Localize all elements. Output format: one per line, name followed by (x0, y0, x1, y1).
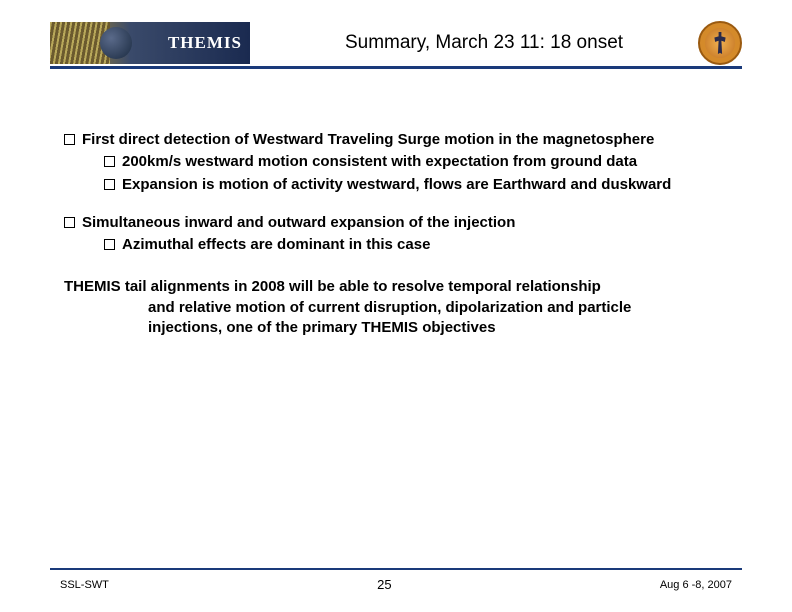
bullet-item: First direct detection of Westward Trave… (60, 130, 732, 150)
bullet-subitem: 200km/s westward motion consistent with … (60, 152, 732, 172)
footer-left: SSL-SWT (60, 579, 109, 591)
themis-logo: THEMIS (50, 22, 250, 64)
badge-inner (705, 28, 735, 58)
badge-figure-icon (713, 32, 727, 54)
para-line: and relative motion of current disruptio… (64, 298, 732, 318)
slide-header: THEMIS Summary, March 23 11: 18 onset (50, 18, 742, 68)
para-line: injections, one of the primary THEMIS ob… (64, 318, 732, 338)
bullet-item: Simultaneous inward and outward expansio… (60, 213, 732, 233)
slide-footer: SSL-SWT 25 Aug 6 -8, 2007 (60, 577, 732, 592)
footer-date: Aug 6 -8, 2007 (660, 579, 732, 591)
bullet-subitem: Azimuthal effects are dominant in this c… (60, 235, 732, 255)
slide-content: First direct detection of Westward Trave… (60, 130, 732, 338)
header-divider (50, 66, 742, 69)
bullet-group-2: Simultaneous inward and outward expansio… (60, 213, 732, 256)
logo-planet-icon (100, 27, 132, 59)
page-number: 25 (377, 577, 391, 592)
bullet-subitem: Expansion is motion of activity westward… (60, 175, 732, 195)
bullet-group-1: First direct detection of Westward Trave… (60, 130, 732, 195)
footer-divider (50, 568, 742, 570)
mission-badge-icon (698, 21, 742, 65)
logo-text: THEMIS (168, 33, 242, 53)
para-line: THEMIS tail alignments in 2008 will be a… (64, 277, 732, 297)
slide-title: Summary, March 23 11: 18 onset (250, 32, 698, 54)
paragraph: THEMIS tail alignments in 2008 will be a… (60, 277, 732, 338)
